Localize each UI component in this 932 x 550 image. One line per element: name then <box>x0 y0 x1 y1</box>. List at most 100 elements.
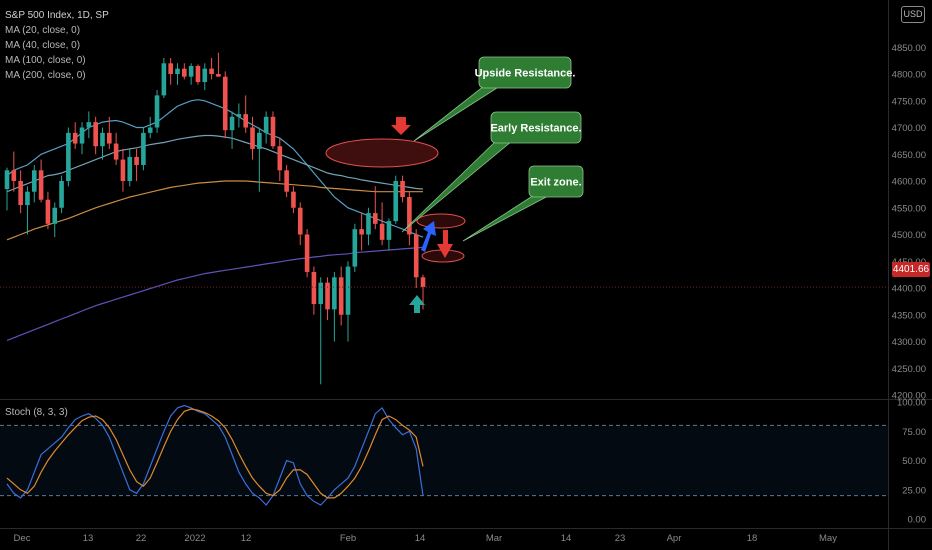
ma-line-ma200 <box>6 246 424 341</box>
candle-body <box>72 132 78 144</box>
candle-body <box>297 207 303 235</box>
candle-body <box>45 199 51 224</box>
time-tick-label: Mar <box>486 533 502 544</box>
time-tick-label: Feb <box>340 533 356 544</box>
candle-body <box>100 132 105 147</box>
time-tick-label: 23 <box>615 533 626 544</box>
candle-body <box>236 114 242 117</box>
blue-up-arrow-icon <box>421 221 436 252</box>
candle-body <box>52 207 58 224</box>
candle-body <box>195 65 201 83</box>
stochastic-panel <box>0 404 888 506</box>
candle-body <box>79 127 85 144</box>
price-tick-label: 4600.00 <box>892 177 926 188</box>
candle-body <box>38 170 44 200</box>
chart-title: S&P 500 Index, 1D, SP <box>5 10 109 21</box>
ma-line-ma100 <box>6 180 423 241</box>
candle-body <box>18 181 23 206</box>
time-tick-label: 14 <box>415 533 426 544</box>
legend-ma200[interactable]: MA (200, close, 0) <box>5 70 86 81</box>
candle-body <box>86 122 92 128</box>
candle-body <box>113 143 119 160</box>
last-price-tag: 4401.66 <box>892 262 930 277</box>
candle-body <box>168 63 173 74</box>
candle-body <box>107 132 112 144</box>
candle-body <box>359 229 364 235</box>
price-tick-label: 4800.00 <box>892 70 926 81</box>
time-tick-label: 12 <box>241 533 252 544</box>
candle-body <box>216 74 221 77</box>
candle-body <box>59 181 64 208</box>
price-tick-label: 4350.00 <box>892 310 926 321</box>
candle-body <box>141 132 146 165</box>
candle-body <box>291 191 296 208</box>
candle-body <box>161 63 167 96</box>
time-tick-label: 22 <box>136 533 147 544</box>
stoch-tick-label: 25.00 <box>902 485 926 496</box>
candle-body <box>338 277 344 315</box>
candle-body <box>386 221 392 240</box>
price-tick-label: 4750.00 <box>892 96 926 107</box>
candle-body <box>277 146 283 171</box>
candle-body <box>352 229 358 267</box>
candle-body <box>366 213 371 235</box>
price-tick-label: 4550.00 <box>892 203 926 214</box>
callout-box <box>528 165 584 198</box>
price-tick-label: 4250.00 <box>892 364 926 375</box>
indicator-legend: S&P 500 Index, 1D, SP MA (20, close, 0) … <box>5 8 109 83</box>
candle-body <box>127 156 133 181</box>
candle-body <box>400 181 405 198</box>
price-tick-label: 4700.00 <box>892 123 926 134</box>
legend-ma40[interactable]: MA (40, close, 0) <box>5 40 81 51</box>
resistance-ellipse <box>325 138 439 168</box>
candle-body <box>257 132 262 149</box>
price-tick-label: 4650.00 <box>892 150 926 161</box>
callout-box <box>478 56 572 89</box>
stoch-tick-label: 75.00 <box>902 427 926 438</box>
candle-body <box>263 116 269 133</box>
candle-body <box>182 68 187 77</box>
candle-body <box>188 65 194 77</box>
candle-body <box>31 170 37 192</box>
candle-body <box>202 68 208 83</box>
legend-ma100[interactable]: MA (100, close, 0) <box>5 55 86 66</box>
candle-body <box>311 271 317 305</box>
time-tick-label: Dec <box>14 533 31 544</box>
candle-body <box>229 116 235 131</box>
candle-body <box>379 223 385 240</box>
candle-body <box>209 68 214 74</box>
legend-ma20[interactable]: MA (20, close, 0) <box>5 25 81 36</box>
candle-body <box>66 132 71 181</box>
candle-body <box>93 122 98 147</box>
stoch-label[interactable]: Stoch (8, 3, 3) <box>5 407 68 418</box>
down-arrow-icon <box>391 117 411 135</box>
red-down-arrow-icon <box>437 230 453 258</box>
price-tick-label: 4850.00 <box>892 43 926 54</box>
time-tick-label: 18 <box>747 533 758 544</box>
candle-body <box>154 95 160 128</box>
currency-badge[interactable]: USD <box>901 6 925 23</box>
candle-body <box>11 170 17 181</box>
candle-body <box>270 116 276 147</box>
callout-pointer <box>462 194 551 242</box>
early-resistance-ellipse <box>416 213 466 229</box>
time-tick-label: 2022 <box>184 533 205 544</box>
candle-body <box>243 114 248 128</box>
candle-body <box>318 282 324 305</box>
candle-body <box>284 170 289 192</box>
candle-body <box>147 127 153 133</box>
stoch-line-d <box>6 408 424 499</box>
candle-body <box>345 266 351 315</box>
price-tick-label: 4300.00 <box>892 337 926 348</box>
candle-body <box>393 181 399 222</box>
time-tick-label: May <box>819 533 837 544</box>
price-tick-label: 4200.00 <box>892 391 926 402</box>
annotations: Upside Resistance. Early Resistance. Exit … <box>0 56 888 313</box>
candle-body <box>134 156 139 165</box>
price-tick-label: 4500.00 <box>892 230 926 241</box>
candle-body <box>372 213 378 224</box>
callout-text: Early Resistance. <box>490 123 581 135</box>
stoch-tick-label: 100.00 <box>897 398 926 409</box>
